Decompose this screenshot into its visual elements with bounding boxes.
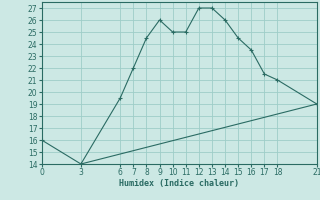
X-axis label: Humidex (Indice chaleur): Humidex (Indice chaleur) bbox=[119, 179, 239, 188]
